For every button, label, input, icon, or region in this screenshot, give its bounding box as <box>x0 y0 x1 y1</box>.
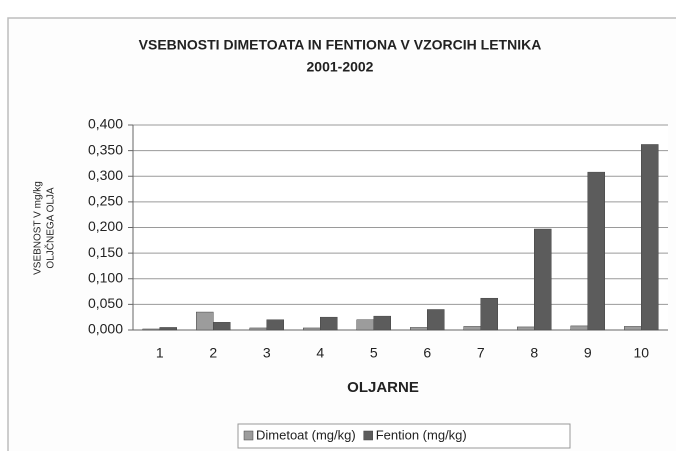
bar <box>373 315 391 331</box>
x-tick-label: 8 <box>530 345 538 361</box>
x-tick-label: 7 <box>477 345 485 361</box>
legend-swatch <box>363 430 373 441</box>
x-tick-label: 4 <box>316 345 324 361</box>
chart-title: VSEBNOSTI DIMETOATA IN FENTIONA V VZORCI… <box>139 37 542 53</box>
y-tick-label: 0,050 <box>88 295 123 311</box>
chart-subtitle: 2001-2002 <box>307 59 374 75</box>
x-tick-label: 3 <box>263 345 271 361</box>
legend-label: Dimetoat (mg/kg) <box>256 427 356 442</box>
x-tick-label: 5 <box>370 345 378 361</box>
legend-swatch <box>243 430 254 441</box>
x-axis-label: OLJARNE <box>347 379 419 396</box>
bar <box>624 326 642 331</box>
bar <box>534 228 552 331</box>
x-tick-label: 1 <box>156 345 164 361</box>
bar <box>480 297 498 331</box>
bar <box>249 327 267 331</box>
bar <box>303 327 321 331</box>
bar <box>587 171 605 331</box>
legend-box <box>237 423 571 449</box>
bar <box>213 322 231 331</box>
y-tick-label: 0,150 <box>88 244 123 260</box>
y-tick-label: 0,250 <box>88 193 123 209</box>
y-tick-label: 0,400 <box>88 116 123 132</box>
x-tick-label: 2 <box>209 345 217 361</box>
bar <box>463 326 481 331</box>
y-axis-label: VSEBNOST V mg/kg <box>33 181 44 275</box>
bar <box>410 327 428 331</box>
bar <box>266 319 284 331</box>
y-tick-label: 0,000 <box>88 321 123 337</box>
bar <box>517 326 535 331</box>
y-axis-label: OLJČNEGA OLJA <box>44 187 57 268</box>
bar <box>320 316 338 331</box>
bar <box>159 327 177 331</box>
bar <box>427 309 445 331</box>
bar <box>641 144 659 331</box>
y-tick-label: 0,100 <box>88 269 123 285</box>
bar <box>196 311 214 331</box>
x-tick-label: 10 <box>633 345 649 361</box>
bar <box>142 328 160 331</box>
bar <box>570 325 588 331</box>
y-tick-label: 0,350 <box>88 141 123 157</box>
bar <box>356 319 374 331</box>
x-tick-label: 6 <box>423 345 431 361</box>
y-tick-label: 0,300 <box>88 167 123 183</box>
y-tick-label: 0,200 <box>88 218 123 234</box>
x-tick-label: 9 <box>584 345 592 361</box>
legend-label: Fention (mg/kg) <box>376 427 467 442</box>
